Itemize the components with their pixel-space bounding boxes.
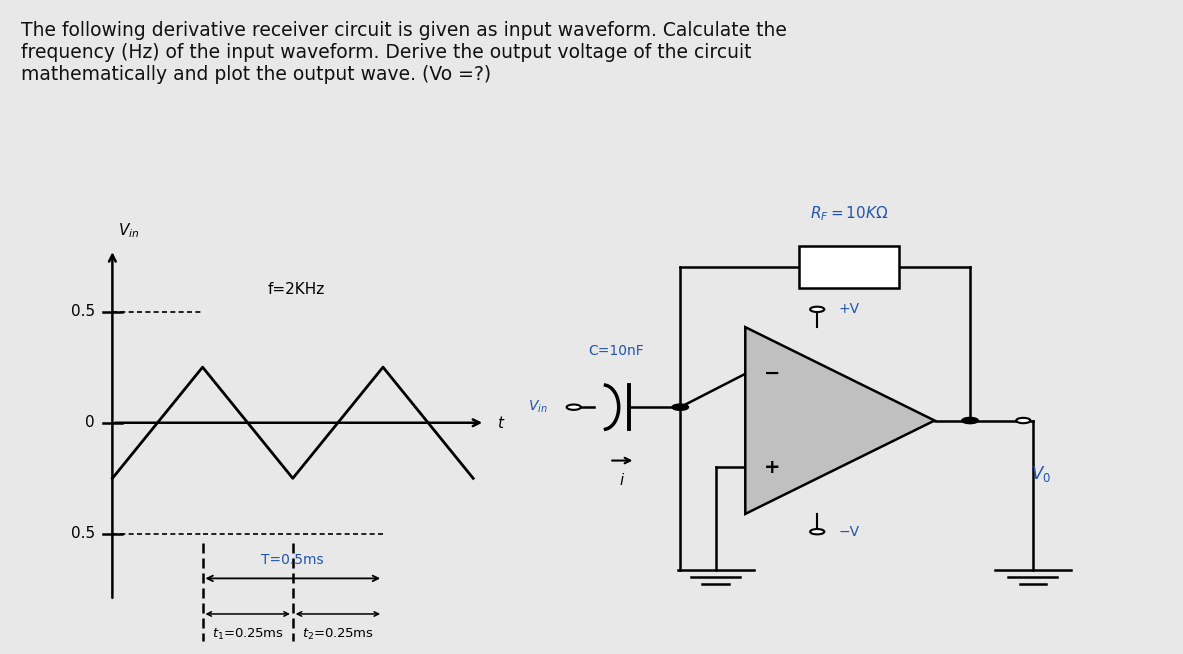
- Text: −V: −V: [839, 525, 860, 539]
- Text: f=2KHz: f=2KHz: [267, 282, 324, 297]
- Polygon shape: [745, 327, 935, 514]
- Text: $t_2$=0.25ms: $t_2$=0.25ms: [302, 627, 374, 642]
- Text: $V_0$: $V_0$: [1032, 464, 1051, 484]
- Text: $V_{in}$: $V_{in}$: [118, 222, 140, 241]
- Circle shape: [1016, 418, 1030, 423]
- Text: −: −: [764, 364, 781, 383]
- Text: $t_1$=0.25ms: $t_1$=0.25ms: [212, 627, 284, 642]
- Text: The following derivative receiver circuit is given as input waveform. Calculate : The following derivative receiver circui…: [21, 21, 787, 84]
- Circle shape: [672, 404, 689, 410]
- Text: 0.5: 0.5: [71, 304, 95, 319]
- Text: $R_F=10K\Omega$: $R_F=10K\Omega$: [809, 204, 888, 222]
- Text: +V: +V: [839, 302, 860, 317]
- Text: $t$: $t$: [497, 415, 505, 431]
- Text: 0: 0: [85, 415, 95, 430]
- Circle shape: [962, 417, 978, 424]
- Circle shape: [810, 529, 825, 534]
- Text: +: +: [764, 458, 781, 477]
- Bar: [799, 246, 899, 288]
- Text: $i$: $i$: [619, 472, 626, 488]
- Text: T=0.5ms: T=0.5ms: [261, 553, 324, 567]
- Text: $V_{in}$: $V_{in}$: [528, 399, 548, 415]
- Circle shape: [567, 405, 581, 410]
- Text: C=10nF: C=10nF: [588, 344, 645, 358]
- Circle shape: [810, 307, 825, 312]
- Text: 0.5: 0.5: [71, 526, 95, 542]
